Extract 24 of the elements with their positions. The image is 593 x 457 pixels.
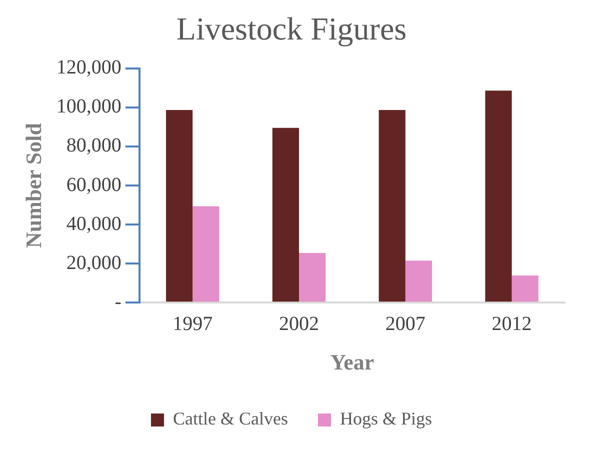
- x-tick-label: 2007: [385, 312, 426, 335]
- y-tick-label: 20,000: [66, 252, 122, 274]
- bar: [405, 260, 432, 302]
- legend-label: Cattle & Calves: [173, 408, 288, 429]
- bar: [512, 275, 538, 302]
- y-tick-label: 80,000: [66, 134, 122, 157]
- bar: [378, 110, 406, 302]
- x-tick-label: 2002: [279, 312, 319, 335]
- legend-label: Hogs & Pigs: [340, 408, 432, 429]
- x-tick-label: 2012: [492, 312, 532, 335]
- y-tick-label: 60,000: [66, 174, 122, 196]
- bar: [272, 128, 299, 302]
- x-axis-title: Year: [330, 349, 374, 374]
- bar: [166, 110, 193, 302]
- y-tick-label: 120,000: [56, 56, 122, 79]
- bar: [485, 90, 512, 302]
- bar: [299, 253, 326, 302]
- x-tick-label: 1997: [172, 312, 213, 335]
- y-tick-label: -: [114, 290, 122, 313]
- y-tick-label: 100,000: [56, 96, 122, 118]
- chart-title: Livestock Figures: [176, 10, 407, 47]
- y-tick-label: 40,000: [66, 212, 122, 235]
- bar: [192, 206, 220, 302]
- y-axis-title: Number Sold: [20, 123, 46, 248]
